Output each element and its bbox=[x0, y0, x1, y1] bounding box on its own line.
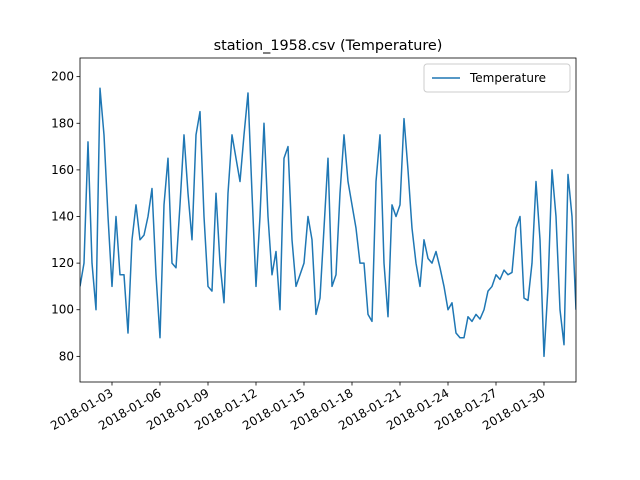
plot-area bbox=[80, 87, 576, 358]
legend-box bbox=[423, 63, 571, 93]
y-tick-label: 200 bbox=[51, 70, 74, 84]
data-line bbox=[80, 87, 576, 358]
chart-title: station_1958.csv (Temperature) bbox=[214, 38, 443, 54]
y-tick-label: 100 bbox=[51, 303, 74, 317]
y-tick-label: 180 bbox=[51, 116, 74, 130]
legend-label: Temperature bbox=[469, 71, 546, 85]
axes-frame bbox=[79, 57, 577, 383]
y-tick-label: 120 bbox=[51, 256, 74, 270]
y-tick-label: 140 bbox=[51, 210, 74, 224]
y-tick-label: 160 bbox=[51, 163, 74, 177]
y-tick-label: 80 bbox=[59, 349, 74, 363]
